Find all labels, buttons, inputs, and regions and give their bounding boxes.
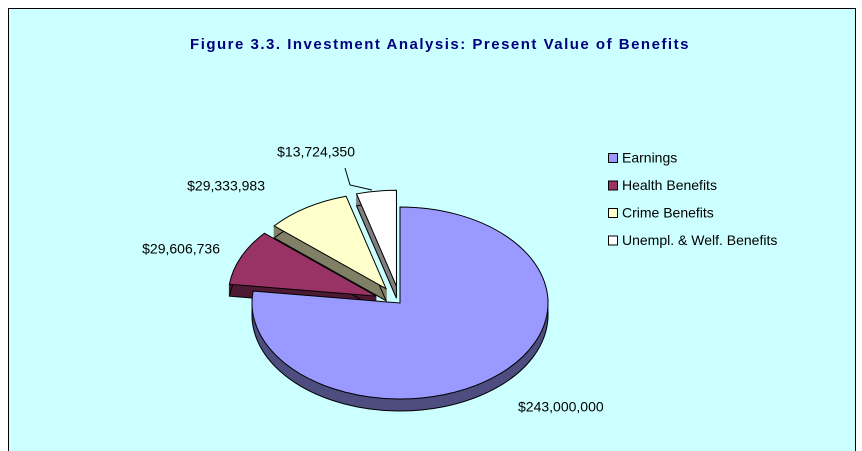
slice [228,232,377,297]
slice [273,195,388,290]
data-label: $29,333,983 [187,178,265,194]
legend-swatch [608,208,618,218]
data-label: $13,724,350 [277,144,355,160]
slice [355,189,397,287]
leader-line [344,167,373,191]
legend-label: Unempl. & Welf. Benefits [622,232,777,248]
pie [228,189,549,400]
legend-label: Earnings [622,150,677,166]
chart-title: Figure 3.3. Investment Analysis: Present… [190,36,690,53]
slice [251,206,549,400]
legend-swatch [608,153,618,163]
data-label: $29,606,736 [142,241,220,257]
legend-label: Health Benefits [622,177,717,193]
legend-label: Crime Benefits [622,205,714,221]
legend-swatch [608,235,618,246]
legend-swatch [608,180,618,191]
data-label: $243,000,000 [518,399,604,415]
